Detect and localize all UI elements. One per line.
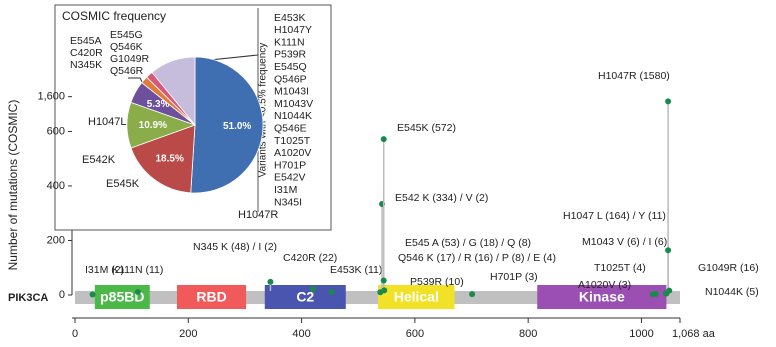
mutation-label: N345 K (48) / I (2) — [193, 241, 277, 253]
mutation-label: A1020V (3) — [578, 279, 631, 291]
x-tick-label: 1,068 aa — [672, 328, 716, 340]
group-label: N345K — [70, 59, 102, 71]
slice-value-label: 51.0% — [223, 121, 251, 132]
mutation-label: H701P (3) — [490, 271, 538, 283]
slice-label: E545K — [106, 178, 140, 190]
mutation-label: P539R (10) — [410, 276, 464, 288]
mutation-point — [469, 291, 476, 298]
slice-value-label: 5.3% — [147, 99, 170, 110]
domain-label: C2 — [296, 289, 314, 305]
minor-title: Variants with <0.5% frequency — [258, 43, 269, 178]
mutation-point — [328, 289, 335, 296]
minor-variant: E542V — [274, 172, 306, 184]
mutation-label: Q546 K (17) / R (16) / P (8) / E (4) — [398, 252, 556, 264]
pie-slice — [151, 56, 196, 127]
minor-variant: H701P — [274, 159, 306, 171]
y-tick-label: 400 — [47, 180, 65, 192]
group-label: G1049R — [110, 53, 150, 65]
x-tick-label: 1000 — [629, 328, 653, 340]
domain — [176, 285, 247, 309]
minor-variant: T1025T — [274, 135, 311, 147]
x-tick-label: 0 — [72, 328, 78, 340]
group-label: Q546K — [110, 41, 143, 53]
minor-variant: N345I — [274, 196, 302, 208]
minor-variant: H1047Y — [274, 24, 312, 36]
pie-slice — [190, 56, 264, 194]
group-label: C420R — [70, 47, 103, 59]
y-tick-label: 600 — [47, 125, 65, 137]
mutation-label: G1049R (16) — [698, 262, 759, 274]
mutation-point — [649, 291, 656, 298]
slice-label: H1047R — [238, 209, 278, 221]
mutation-point — [377, 289, 384, 296]
group-label: Q546R — [110, 65, 144, 77]
y-tick-label: 200 — [47, 234, 65, 246]
mutation-label: K111N (11) — [112, 264, 163, 276]
mutation-point — [267, 278, 274, 285]
mutation-label: E542 K (334) / V (2) — [395, 192, 488, 204]
domain-label: Helical — [394, 289, 439, 305]
mutation-point — [309, 286, 316, 293]
mutation-label: N1044K (5) — [705, 286, 759, 298]
group-label: E545A — [70, 35, 102, 47]
minor-variant: E545Q — [274, 61, 307, 73]
inset-title: COSMIC frequency — [62, 9, 166, 23]
domain — [378, 285, 455, 309]
y-tick-label: 1,600 — [37, 91, 65, 103]
minor-variant: A1020V — [274, 147, 311, 159]
mutation-point — [663, 290, 670, 297]
mutation-point — [380, 136, 387, 143]
minor-variant: N1044K — [274, 110, 312, 122]
domain-label: Kinase — [579, 289, 625, 305]
minor-variant: E453K — [274, 12, 306, 24]
mutation-label: T1025T (4) — [594, 262, 646, 274]
x-tick-label: 400 — [292, 328, 310, 340]
mutation-point — [89, 291, 96, 298]
slice-label: E542K — [82, 154, 116, 166]
mutation-point — [380, 277, 387, 284]
domain — [264, 285, 346, 309]
minor-variant: K111N — [274, 36, 305, 48]
x-tick-label: 200 — [179, 328, 197, 340]
mutation-label: M1043 V (6) / I (6) — [582, 236, 667, 248]
mutation-point — [665, 247, 672, 254]
mutation-label: I31M (2) — [85, 264, 124, 276]
pie-slice — [130, 124, 196, 194]
mutation-label: C420R (22) — [283, 252, 337, 264]
mutation-label: E545K (572) — [397, 122, 456, 134]
minor-variant: Q546P — [274, 73, 307, 85]
minor-variant: I31M — [274, 184, 297, 196]
domain-label: p85BD — [100, 289, 144, 305]
minor-variant: M1043V — [274, 98, 313, 110]
protein-label: PIK3CA — [8, 292, 48, 304]
y-tick-label: 0 — [59, 289, 65, 301]
minor-variant: P539R — [274, 49, 307, 61]
domain — [94, 285, 150, 309]
y-axis-title: Number of mutations (COSMIC) — [6, 100, 20, 271]
mutation-label: E453K (11) — [330, 264, 382, 276]
mutation-label: H1047 L (164) / Y (11) — [563, 210, 666, 222]
mutation-point — [665, 98, 672, 105]
domain-label: RBD — [196, 289, 226, 305]
mutation-label: E545 A (53) / G (18) / Q (8) — [405, 237, 531, 249]
mutation-point — [134, 289, 141, 296]
slice-value-label: 18.5% — [156, 153, 184, 164]
x-tick-label: 800 — [519, 328, 537, 340]
x-tick-label: 600 — [406, 328, 424, 340]
mutation-label: H1047R (1580) — [598, 70, 670, 82]
minor-variant: M1043I — [274, 86, 309, 98]
slice-label: H1047L — [88, 116, 127, 128]
group-label: E545G — [110, 29, 143, 41]
slice-value-label: 10.9% — [139, 120, 167, 131]
domain — [537, 285, 667, 309]
minor-variant: Q546E — [274, 122, 307, 134]
